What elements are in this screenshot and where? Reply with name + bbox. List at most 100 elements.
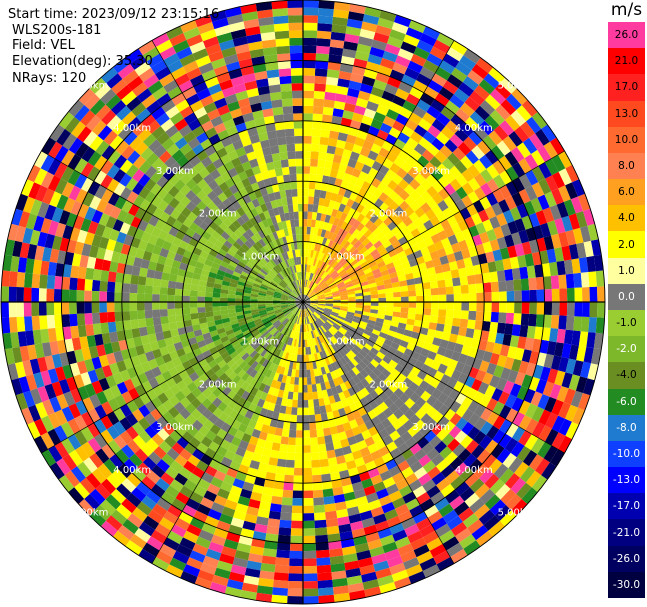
velocity-gate — [266, 308, 274, 312]
velocity-gate — [267, 208, 275, 218]
velocity-gate — [478, 79, 495, 95]
velocity-gate — [137, 318, 147, 328]
velocity-gate — [280, 83, 292, 92]
velocity-gate — [280, 296, 289, 299]
velocity-gate — [467, 413, 481, 427]
velocity-gate — [289, 274, 294, 282]
velocity-gate — [237, 423, 248, 433]
velocity-gate — [158, 230, 169, 241]
velocity-gate — [535, 379, 548, 394]
velocity-gate — [342, 545, 357, 556]
velocity-gate — [392, 311, 401, 318]
velocity-gate — [191, 206, 202, 217]
velocity-gate — [234, 43, 250, 54]
velocity-gate — [307, 307, 314, 314]
velocity-gate — [135, 248, 145, 259]
velocity-gate — [438, 60, 456, 74]
velocity-gate — [359, 28, 376, 40]
velocity-gate — [433, 370, 445, 382]
velocity-gate — [244, 344, 253, 353]
velocity-gate — [474, 403, 487, 418]
velocity-gate — [244, 184, 254, 195]
velocity-gate — [273, 15, 289, 25]
velocity-gate — [89, 488, 106, 505]
velocity-gate — [333, 393, 341, 403]
velocity-gate — [382, 50, 398, 63]
velocity-gate — [195, 261, 205, 270]
velocity-gate — [156, 459, 170, 473]
velocity-gate — [169, 350, 179, 361]
velocity-gate — [330, 286, 339, 292]
velocity-gate — [177, 268, 187, 277]
velocity-gate — [113, 421, 126, 436]
velocity-gate — [308, 272, 313, 281]
velocity-gate — [342, 261, 350, 269]
velocity-gate — [448, 261, 459, 271]
velocity-gate — [206, 316, 215, 323]
velocity-gate — [434, 264, 444, 274]
velocity-gate — [340, 373, 349, 383]
velocity-gate — [345, 26, 362, 37]
velocity-gate — [415, 256, 426, 265]
velocity-gate — [340, 221, 349, 231]
velocity-gate — [91, 380, 103, 395]
velocity-gate — [566, 302, 575, 317]
velocity-gate — [280, 159, 289, 168]
velocity-gate — [136, 88, 153, 103]
velocity-gate — [420, 92, 435, 106]
velocity-gate — [377, 372, 388, 383]
velocity-gate — [331, 290, 340, 295]
velocity-gate — [385, 287, 394, 294]
velocity-gate — [297, 296, 303, 302]
velocity-gate — [300, 309, 303, 317]
velocity-gate — [378, 331, 388, 339]
velocity-gate — [349, 259, 358, 267]
velocity-gate — [259, 24, 275, 34]
colorbar-tick-label: 13.0 — [614, 107, 639, 120]
velocity-gate — [132, 408, 145, 422]
velocity-gate — [284, 277, 290, 285]
velocity-gate — [270, 395, 278, 405]
velocity-gate — [402, 419, 415, 432]
velocity-gate — [161, 323, 171, 332]
velocity-gate — [397, 48, 414, 61]
velocity-gate — [320, 466, 331, 475]
velocity-gate — [287, 0, 303, 8]
velocity-gate — [254, 232, 262, 241]
velocity-gate — [291, 265, 296, 274]
velocity-gate — [180, 571, 198, 584]
velocity-gate — [53, 302, 62, 315]
velocity-gate — [334, 93, 347, 103]
velocity-gate — [492, 160, 506, 175]
velocity-gate — [324, 307, 333, 312]
velocity-gate — [529, 302, 537, 315]
velocity-gate — [284, 352, 290, 361]
velocity-gate — [339, 326, 348, 334]
velocity-gate — [167, 280, 177, 289]
velocity-gate — [294, 249, 299, 258]
velocity-gate — [354, 194, 364, 204]
velocity-gate — [272, 488, 284, 498]
velocity-gate — [289, 322, 294, 330]
velocity-gate — [359, 510, 373, 521]
velocity-gate — [29, 358, 41, 375]
velocity-gate — [418, 118, 432, 131]
velocity-gate — [310, 302, 318, 305]
velocity-gate — [479, 360, 490, 373]
velocity-gate — [297, 203, 303, 212]
velocity-gate — [317, 367, 323, 376]
velocity-gate — [249, 326, 258, 333]
velocity-gate — [391, 173, 403, 185]
velocity-gate — [393, 156, 406, 168]
velocity-gate — [412, 376, 424, 387]
velocity-gate — [31, 273, 41, 289]
velocity-gate — [237, 317, 246, 323]
velocity-gate — [382, 115, 396, 128]
velocity-gate — [348, 378, 357, 387]
velocity-gate — [277, 314, 285, 320]
velocity-gate — [361, 346, 371, 355]
velocity-gate — [250, 299, 258, 302]
velocity-gate — [114, 302, 122, 312]
velocity-gate — [240, 3, 257, 15]
velocity-gate — [483, 311, 492, 322]
